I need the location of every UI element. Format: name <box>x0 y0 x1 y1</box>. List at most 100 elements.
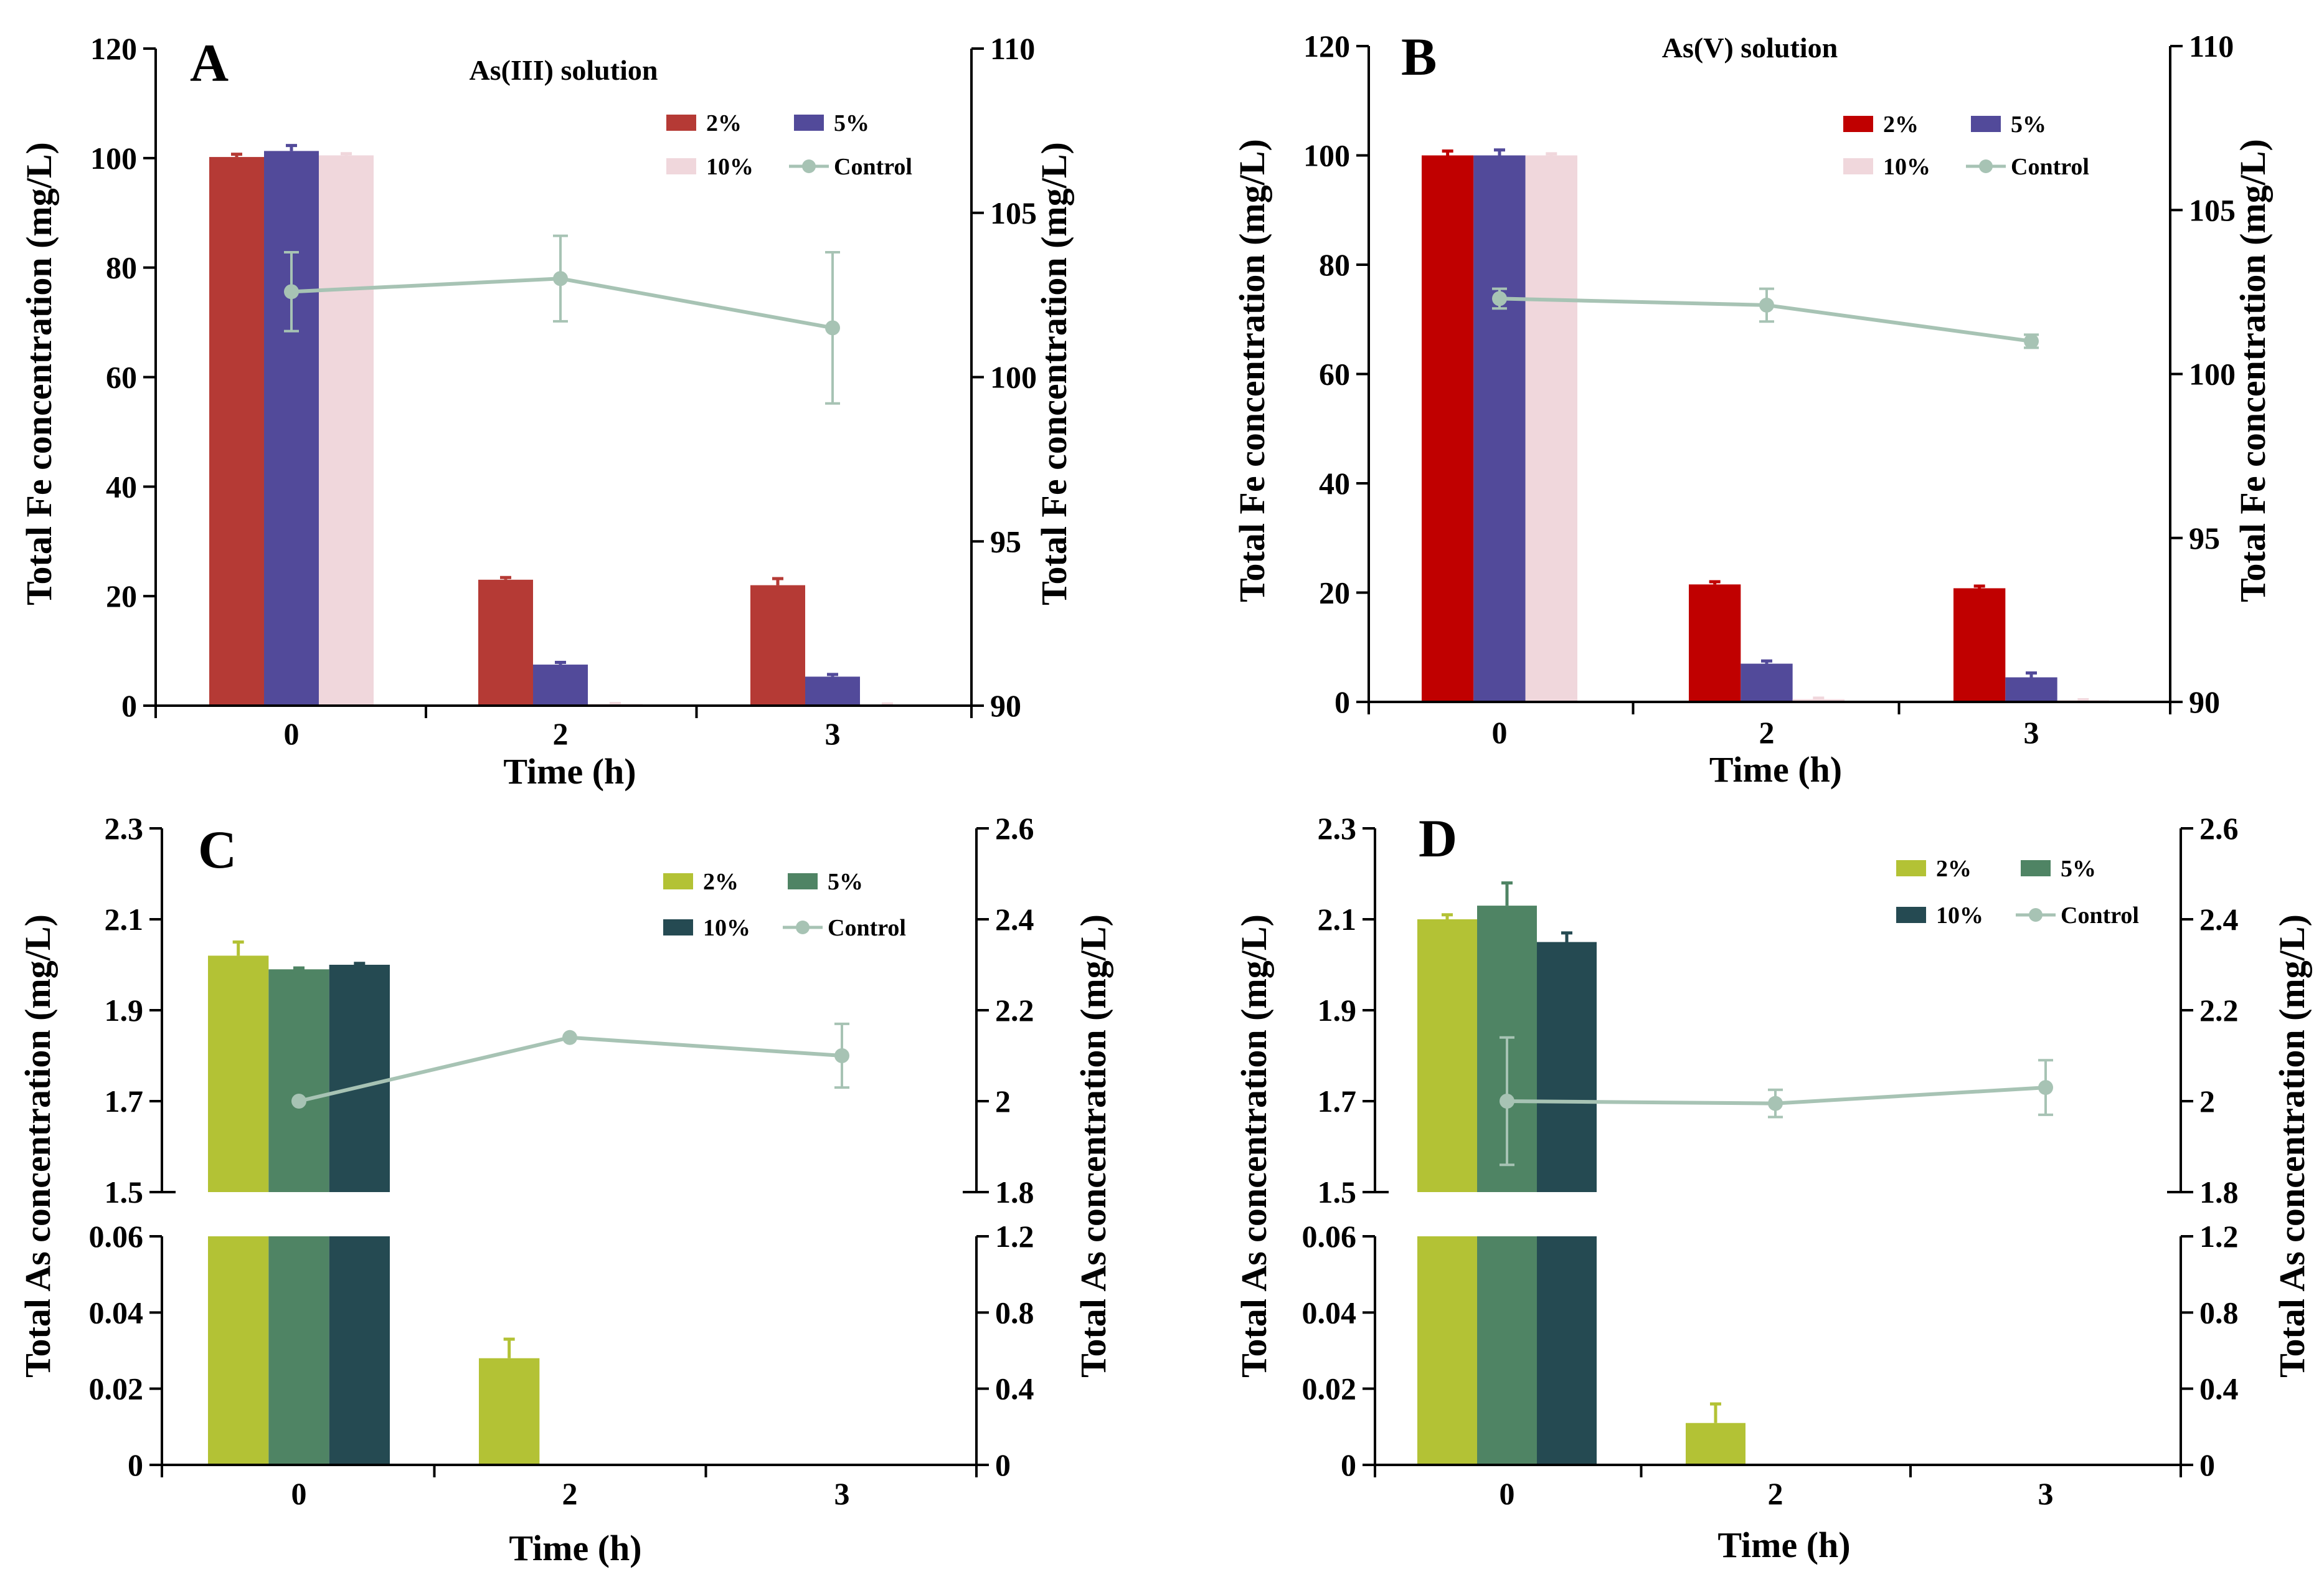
y2-tick-label: 100 <box>990 360 1037 395</box>
bar-lower-2%-t0 <box>208 1236 269 1465</box>
bar-5%-t2 <box>1741 663 1793 702</box>
legend-swatch <box>1843 116 1873 132</box>
bar-2%-t0 <box>209 157 264 706</box>
y2-tick-label: 0.8 <box>995 1295 1034 1330</box>
y2-tick-label: 2.6 <box>995 811 1034 846</box>
y-tick-label: 60 <box>106 360 137 395</box>
legend-swatch <box>666 115 696 131</box>
y-tick-label: 40 <box>1319 466 1350 501</box>
legend-swatch <box>1971 116 2001 132</box>
y2-tick-label: 1.2 <box>995 1219 1034 1254</box>
panel-label: D <box>1419 808 1457 868</box>
y-tick-label: 20 <box>1319 575 1350 610</box>
y2-axis-label: Total Fe concentration (mg/L) <box>2232 139 2273 602</box>
legend: 2% 5% 10% Control <box>1896 856 2139 929</box>
bar-10%-t0 <box>1525 155 1577 702</box>
y-tick-label: 1.5 <box>1318 1175 1357 1210</box>
y2-tick-label: 0.4 <box>2199 1371 2239 1406</box>
y-tick-label: 1.9 <box>105 993 144 1028</box>
control-point-t2 <box>1768 1096 1783 1111</box>
bar-10%-t0 <box>319 155 374 706</box>
bar-2%-t2 <box>478 579 533 706</box>
legend-swatch <box>1896 860 1926 876</box>
y-tick-label: 80 <box>1319 247 1350 282</box>
legend-swatch <box>1843 158 1873 174</box>
y-tick-label: 2.3 <box>105 811 144 846</box>
bar-2%-t3 <box>750 585 805 706</box>
x-tick-label: 0 <box>284 716 300 751</box>
x-tick-label: 2 <box>1768 1476 1783 1511</box>
y-tick-label: 120 <box>90 31 137 66</box>
y-tick-label: 80 <box>106 250 137 285</box>
y-tick-label: 0 <box>1341 1447 1356 1482</box>
x-tick-label: 0 <box>1492 715 1508 750</box>
y2-axis-label: Total As concentration (mg/L) <box>1073 914 1113 1378</box>
y-tick-label: 0.04 <box>1302 1295 1357 1330</box>
bar-lower-5%-t0 <box>268 1236 329 1465</box>
y-tick-label: 1.5 <box>105 1175 144 1210</box>
legend-label: 5% <box>828 869 863 895</box>
legend-label: 5% <box>2011 111 2046 138</box>
legend-label: 10% <box>1883 154 1930 180</box>
y-tick-label: 2.1 <box>1318 902 1357 937</box>
control-point-t2 <box>553 271 568 287</box>
control-point-t3 <box>825 320 840 336</box>
bar-10%-t2 <box>1792 699 1845 702</box>
panel-title: As(V) solution <box>1662 32 1838 64</box>
x-axis-label: Time (h) <box>1709 749 1842 790</box>
legend-label: 2% <box>1883 111 1919 138</box>
bar-2%-t2 <box>1686 1423 1745 1465</box>
y-tick-label: 2.1 <box>105 902 144 937</box>
y-tick-label: 120 <box>1303 29 1350 64</box>
bar-lower-10%-t0 <box>329 1236 390 1465</box>
bar-5%-t0 <box>268 969 329 1192</box>
x-tick-label: 2 <box>1759 715 1775 750</box>
y-axis-label: Total As concentration (mg/L) <box>1234 914 1274 1378</box>
panel-label: B <box>1401 27 1437 87</box>
x-axis-label: Time (h) <box>503 751 636 792</box>
legend-swatch <box>663 919 693 935</box>
bar-2%-t2 <box>1689 584 1741 702</box>
panel-d: 0 2 3 1.5 1.7 1.9 2.1 2.3 0 0.02 0.04 0.06 1.8 2 2.2 2.… <box>1234 808 2312 1565</box>
y2-axis-label: Total As concentration (mg/L) <box>2272 914 2312 1378</box>
legend-swatch <box>794 115 824 131</box>
y-tick-label: 1.7 <box>1318 1084 1357 1119</box>
y2-tick-label: 105 <box>2189 192 2236 227</box>
y-tick-label: 0.02 <box>1302 1371 1357 1406</box>
x-axis-label: Time (h) <box>1717 1525 1850 1565</box>
y-axis-label: Total As concentration (mg/L) <box>17 914 58 1378</box>
y2-axis-label: Total Fe concentration (mg/L) <box>1034 142 1074 605</box>
y2-tick-label: 0.4 <box>995 1371 1034 1406</box>
legend-label: 10% <box>703 915 750 941</box>
y2-tick-label: 2.2 <box>995 993 1034 1028</box>
y-tick-label: 20 <box>106 579 137 613</box>
y2-tick-label: 1.8 <box>995 1175 1034 1210</box>
y2-tick-label: 2.6 <box>2199 811 2239 846</box>
y2-tick-label: 2 <box>2199 1084 2215 1119</box>
y2-tick-label: 2 <box>995 1084 1011 1119</box>
panel-title: As(III) solution <box>470 54 658 86</box>
control-point-t3 <box>2038 1080 2053 1096</box>
bar-5%-t0 <box>1473 155 1526 702</box>
y2-tick-label: 0 <box>995 1447 1011 1482</box>
x-tick-label: 0 <box>291 1476 307 1511</box>
legend-swatch <box>788 873 818 889</box>
y2-tick-label: 2.2 <box>2199 993 2239 1028</box>
legend-label: Control <box>2011 154 2089 180</box>
panel-a: 0 2 3 0 20 40 60 80 100 120 90 95 100 105 110 Total Fe … <box>19 31 1074 792</box>
bar-5%-t2 <box>533 665 588 706</box>
y-tick-label: 2.3 <box>1318 811 1357 846</box>
y2-tick-label: 95 <box>990 524 1021 559</box>
bar-lower-2%-t0 <box>1417 1236 1477 1465</box>
control-point-t3 <box>834 1048 849 1063</box>
y-tick-label: 100 <box>1303 138 1350 173</box>
y2-tick-label: 2.4 <box>2199 902 2239 937</box>
y2-tick-label: 0 <box>2199 1447 2215 1482</box>
bar-lower-10%-t0 <box>1537 1236 1597 1465</box>
legend-label: 10% <box>1936 902 1983 929</box>
y-tick-label: 1.7 <box>105 1084 144 1119</box>
bar-2%-t0 <box>1417 919 1477 1192</box>
x-tick-label: 3 <box>2024 715 2039 750</box>
legend-swatch <box>666 158 696 174</box>
